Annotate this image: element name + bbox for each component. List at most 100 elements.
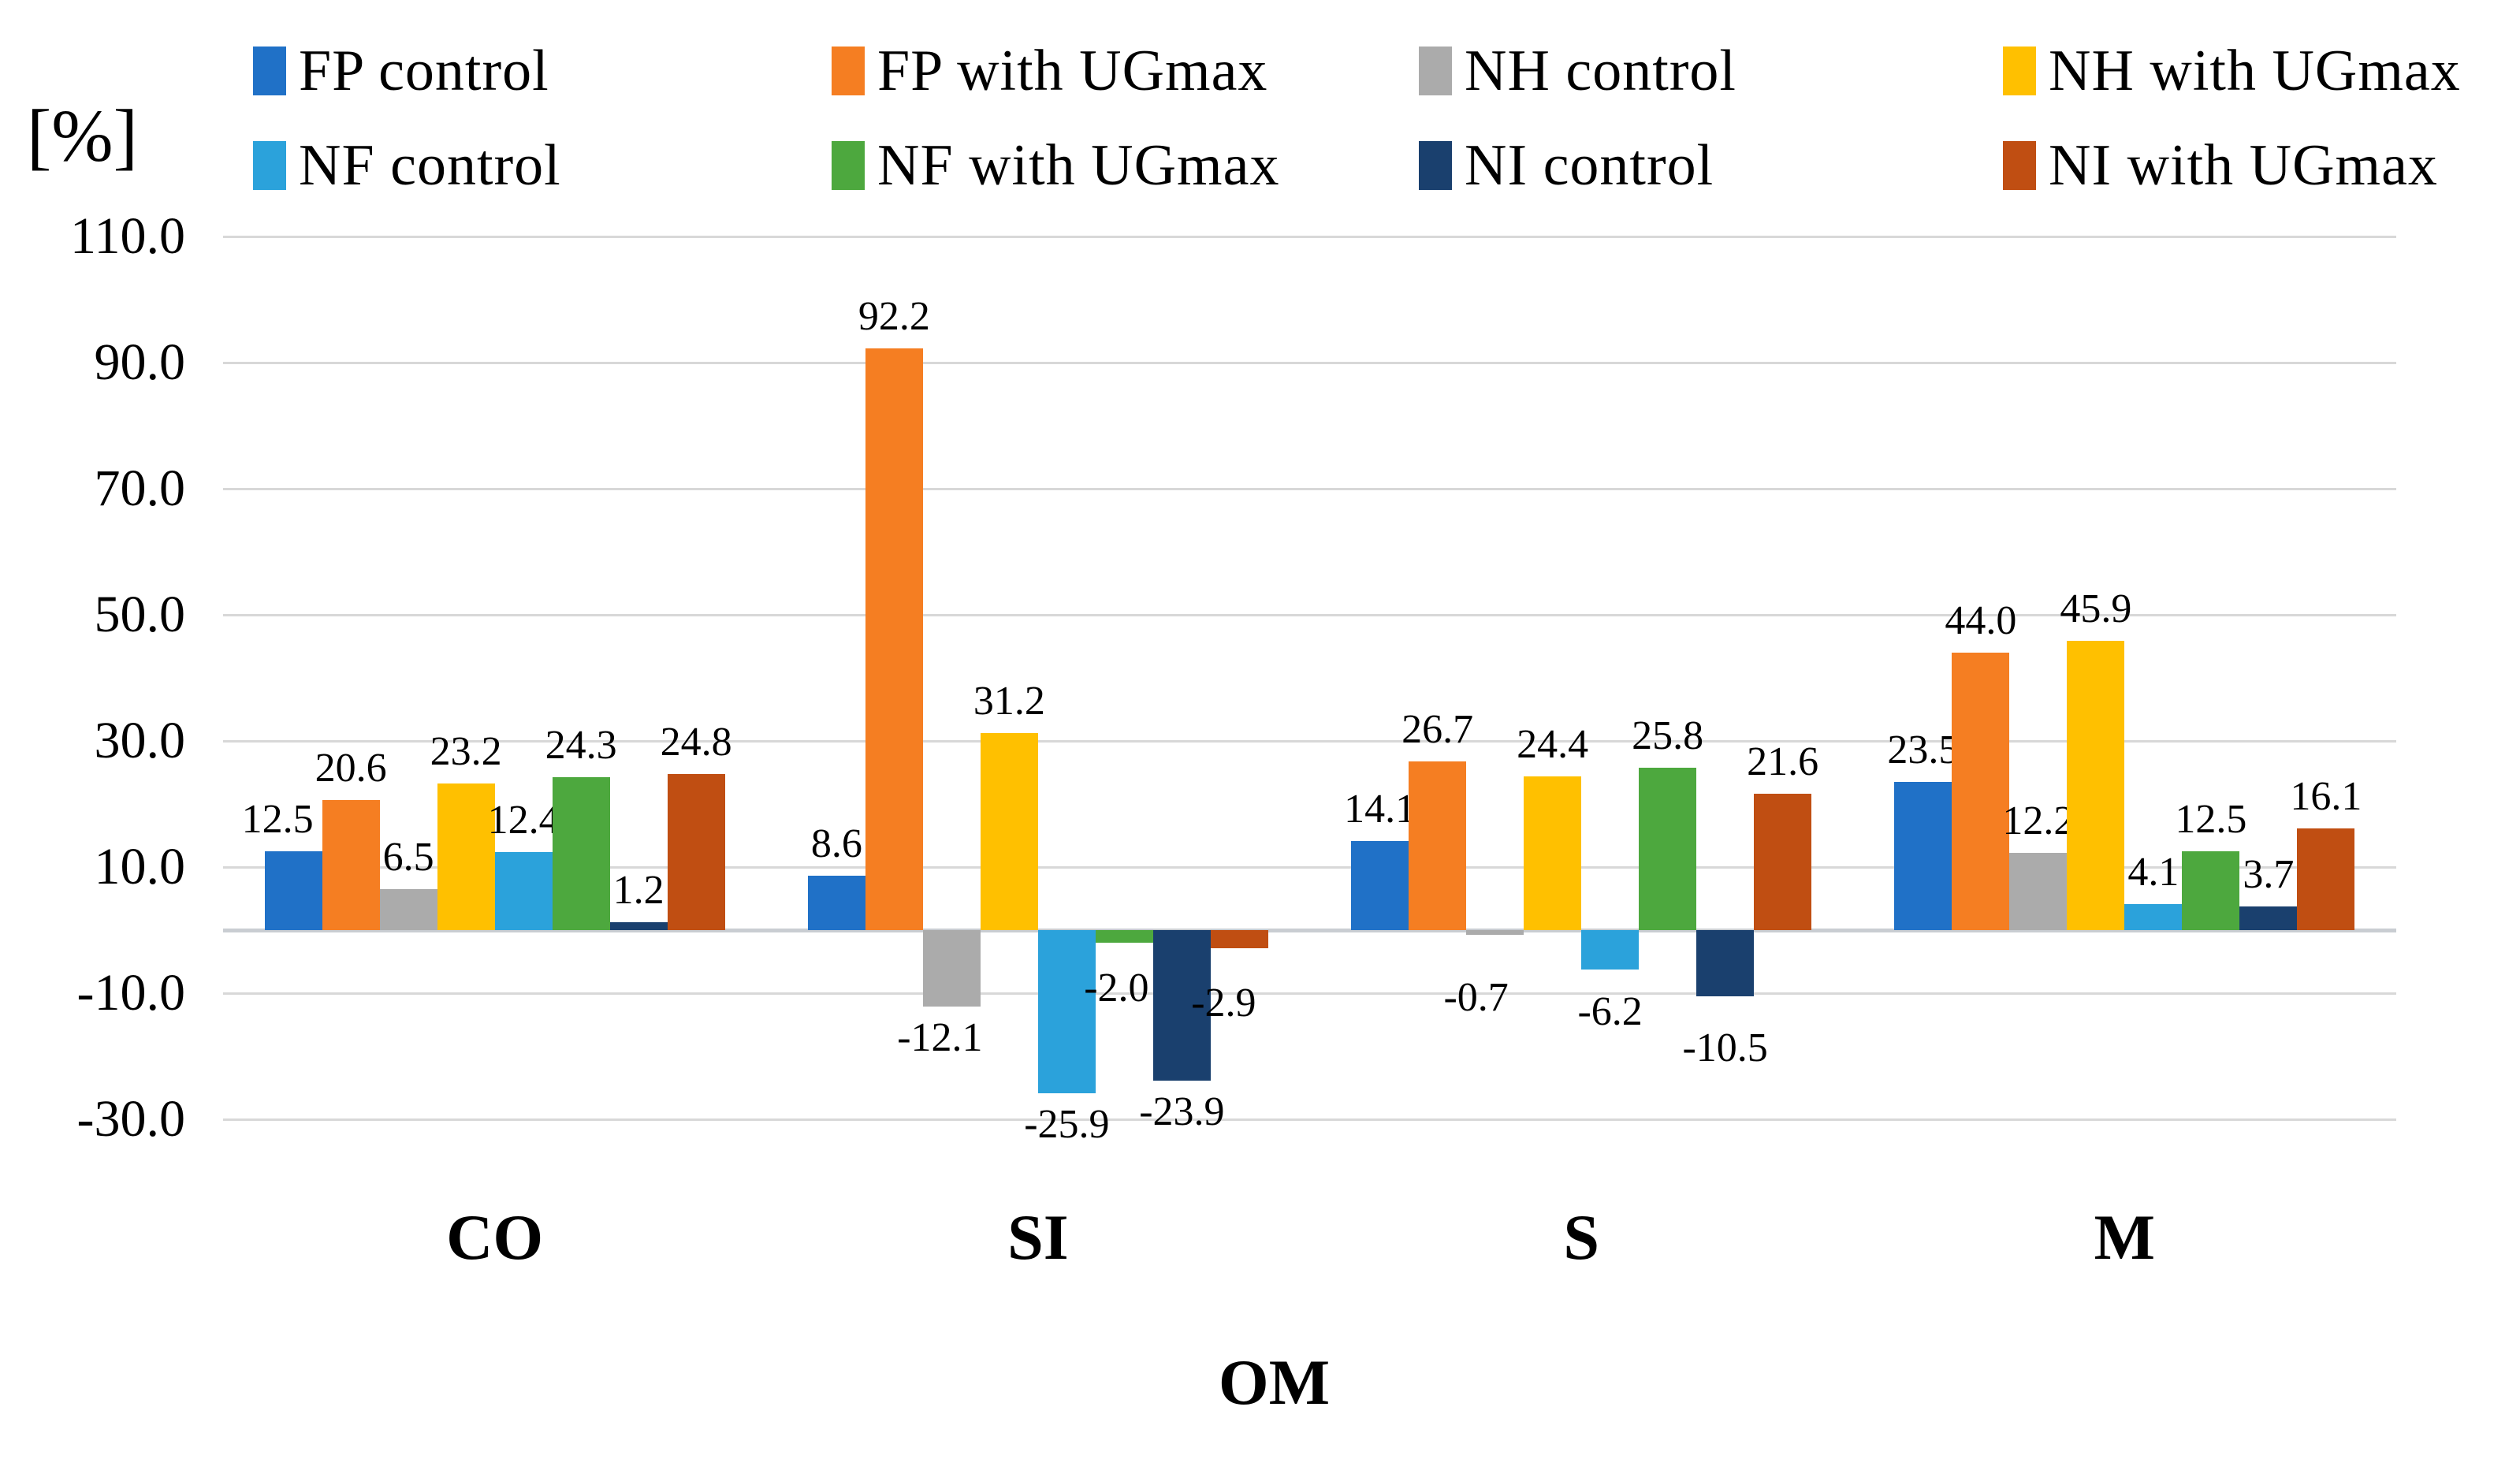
value-label: 23.5 bbox=[1887, 728, 1960, 772]
bar-ni-with-ugmax-S bbox=[1754, 794, 1812, 930]
bar-fp-control-SI bbox=[807, 876, 865, 930]
value-label: 26.7 bbox=[1401, 707, 1474, 753]
bar-fp-with-ugmax-S bbox=[1409, 761, 1467, 930]
legend-item-nf-with-ugmax: NF with UGmax bbox=[832, 133, 1280, 198]
gridline--10 bbox=[223, 992, 2396, 995]
value-label: -6.2 bbox=[1577, 988, 1643, 1034]
legend-item-ni-with-ugmax: NI with UGmax bbox=[2003, 133, 2438, 198]
legend-swatch-icon bbox=[832, 141, 865, 190]
legend-label: NF control bbox=[299, 133, 561, 198]
bar-ni-control-S bbox=[1696, 930, 1755, 996]
legend-label: FP control bbox=[299, 39, 549, 103]
value-label: 44.0 bbox=[1945, 598, 2017, 643]
legend-item-nh-with-ugmax: NH with UGmax bbox=[2003, 42, 2461, 100]
y-tick-label: 70.0 bbox=[94, 460, 186, 517]
legend-swatch-icon bbox=[1419, 47, 1452, 95]
value-label: 12.2 bbox=[2002, 798, 2075, 844]
bar-ni-with-ugmax-CO bbox=[667, 773, 725, 930]
legend-item-fp-with-ugmax: FP with UGmax bbox=[832, 39, 1268, 103]
value-label: 16.1 bbox=[2290, 774, 2362, 820]
value-label: -25.9 bbox=[1024, 1102, 1110, 1148]
value-label: 14.1 bbox=[1344, 787, 1416, 832]
y-tick-label: 110.0 bbox=[69, 207, 185, 265]
y-tick-label: 30.0 bbox=[94, 712, 186, 769]
bar-ni-control-M bbox=[2239, 906, 2298, 930]
legend-item-nh-control: NH control bbox=[1419, 39, 1736, 103]
value-label: 4.1 bbox=[2127, 850, 2179, 895]
value-label: 24.3 bbox=[545, 722, 617, 768]
gridline--30 bbox=[223, 1118, 2396, 1121]
value-label: 24.8 bbox=[660, 719, 732, 765]
legend-item-ni-control: NI control bbox=[1419, 133, 1714, 198]
bar-nf-with-ugmax-CO bbox=[552, 776, 610, 930]
bar-nh-with-ugmax-M bbox=[2067, 640, 2125, 930]
bar-ni-with-ugmax-SI bbox=[1210, 930, 1268, 949]
gridline-50 bbox=[223, 614, 2396, 616]
value-label: 24.4 bbox=[1517, 721, 1589, 767]
bar-nh-with-ugmax-CO bbox=[437, 783, 495, 930]
value-label: -10.5 bbox=[1682, 1025, 1768, 1070]
bar-nf-with-ugmax-SI bbox=[1095, 930, 1153, 943]
category-label-M: M bbox=[2094, 1201, 2156, 1273]
y-axis-unit-label: [%] bbox=[27, 95, 138, 177]
bar-fp-control-CO bbox=[264, 851, 322, 930]
bar-nf-with-ugmax-M bbox=[2182, 851, 2240, 930]
bar-fp-control-S bbox=[1351, 841, 1409, 930]
y-tick-label: -10.0 bbox=[76, 964, 185, 1022]
legend-label: NI with UGmax bbox=[2049, 133, 2438, 198]
bar-fp-control-M bbox=[1894, 782, 1952, 930]
gridline-10 bbox=[223, 866, 2396, 869]
value-label: 25.8 bbox=[1632, 713, 1704, 758]
value-label: 12.4 bbox=[487, 797, 560, 843]
y-tick-label: 50.0 bbox=[94, 586, 186, 643]
y-tick-label: 90.0 bbox=[94, 333, 186, 391]
legend-swatch-icon bbox=[2003, 47, 2036, 95]
gridline-110 bbox=[223, 236, 2396, 238]
value-label: 31.2 bbox=[973, 679, 1045, 724]
bar-fp-with-ugmax-SI bbox=[865, 348, 923, 930]
legend-label: NI control bbox=[1465, 133, 1714, 198]
value-label: 92.2 bbox=[858, 294, 930, 340]
bar-nf-with-ugmax-S bbox=[1639, 767, 1697, 930]
bar-nh-control-M bbox=[2009, 853, 2068, 930]
legend-label: NF with UGmax bbox=[877, 133, 1280, 198]
bar-fp-with-ugmax-CO bbox=[322, 800, 380, 930]
legend-item-nf-control: NF control bbox=[253, 133, 561, 198]
value-label: 20.6 bbox=[315, 746, 387, 791]
bar-nf-control-M bbox=[2124, 904, 2183, 930]
legend-item-fp-control: FP control bbox=[253, 39, 549, 103]
value-label: 3.7 bbox=[2243, 852, 2295, 898]
value-label: -2.9 bbox=[1191, 981, 1256, 1026]
value-label: -12.1 bbox=[897, 1014, 983, 1060]
category-label-S: S bbox=[1563, 1201, 1599, 1273]
category-label-SI: SI bbox=[1007, 1201, 1069, 1273]
bar-ni-control-SI bbox=[1152, 930, 1211, 1081]
gridline-30 bbox=[223, 740, 2396, 743]
x-axis-line bbox=[223, 929, 2396, 932]
bar-nh-control-S bbox=[1466, 930, 1524, 935]
legend-label: FP with UGmax bbox=[877, 39, 1268, 103]
value-label: 45.9 bbox=[2060, 586, 2132, 631]
legend-swatch-icon bbox=[832, 47, 865, 95]
bar-fp-with-ugmax-M bbox=[1952, 653, 2010, 930]
value-label: -23.9 bbox=[1139, 1089, 1225, 1135]
y-tick-label: -30.0 bbox=[76, 1090, 185, 1148]
bar-ni-control-CO bbox=[609, 922, 668, 930]
x-axis-title: OM bbox=[1218, 1346, 1331, 1418]
value-label: -2.0 bbox=[1084, 966, 1149, 1011]
bar-ni-with-ugmax-M bbox=[2297, 828, 2355, 930]
bar-nf-control-S bbox=[1581, 930, 1640, 970]
bar-nh-control-CO bbox=[379, 889, 437, 930]
legend-swatch-icon bbox=[2003, 141, 2036, 190]
legend-swatch-icon bbox=[253, 47, 286, 95]
value-label: 6.5 bbox=[382, 835, 434, 880]
value-label: 23.2 bbox=[430, 729, 502, 775]
category-label-CO: CO bbox=[446, 1201, 544, 1273]
value-label: 21.6 bbox=[1747, 739, 1819, 785]
value-label: -0.7 bbox=[1443, 974, 1509, 1020]
value-label: 1.2 bbox=[612, 868, 664, 914]
gridline-70 bbox=[223, 488, 2396, 490]
legend-label: NH control bbox=[1465, 39, 1736, 103]
value-label: 12.5 bbox=[2175, 797, 2247, 842]
